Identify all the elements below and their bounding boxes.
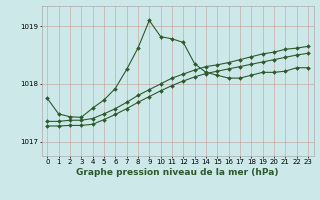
X-axis label: Graphe pression niveau de la mer (hPa): Graphe pression niveau de la mer (hPa) bbox=[76, 168, 279, 177]
